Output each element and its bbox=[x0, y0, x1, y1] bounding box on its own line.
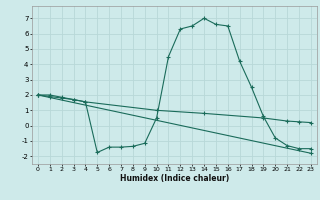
X-axis label: Humidex (Indice chaleur): Humidex (Indice chaleur) bbox=[120, 174, 229, 183]
